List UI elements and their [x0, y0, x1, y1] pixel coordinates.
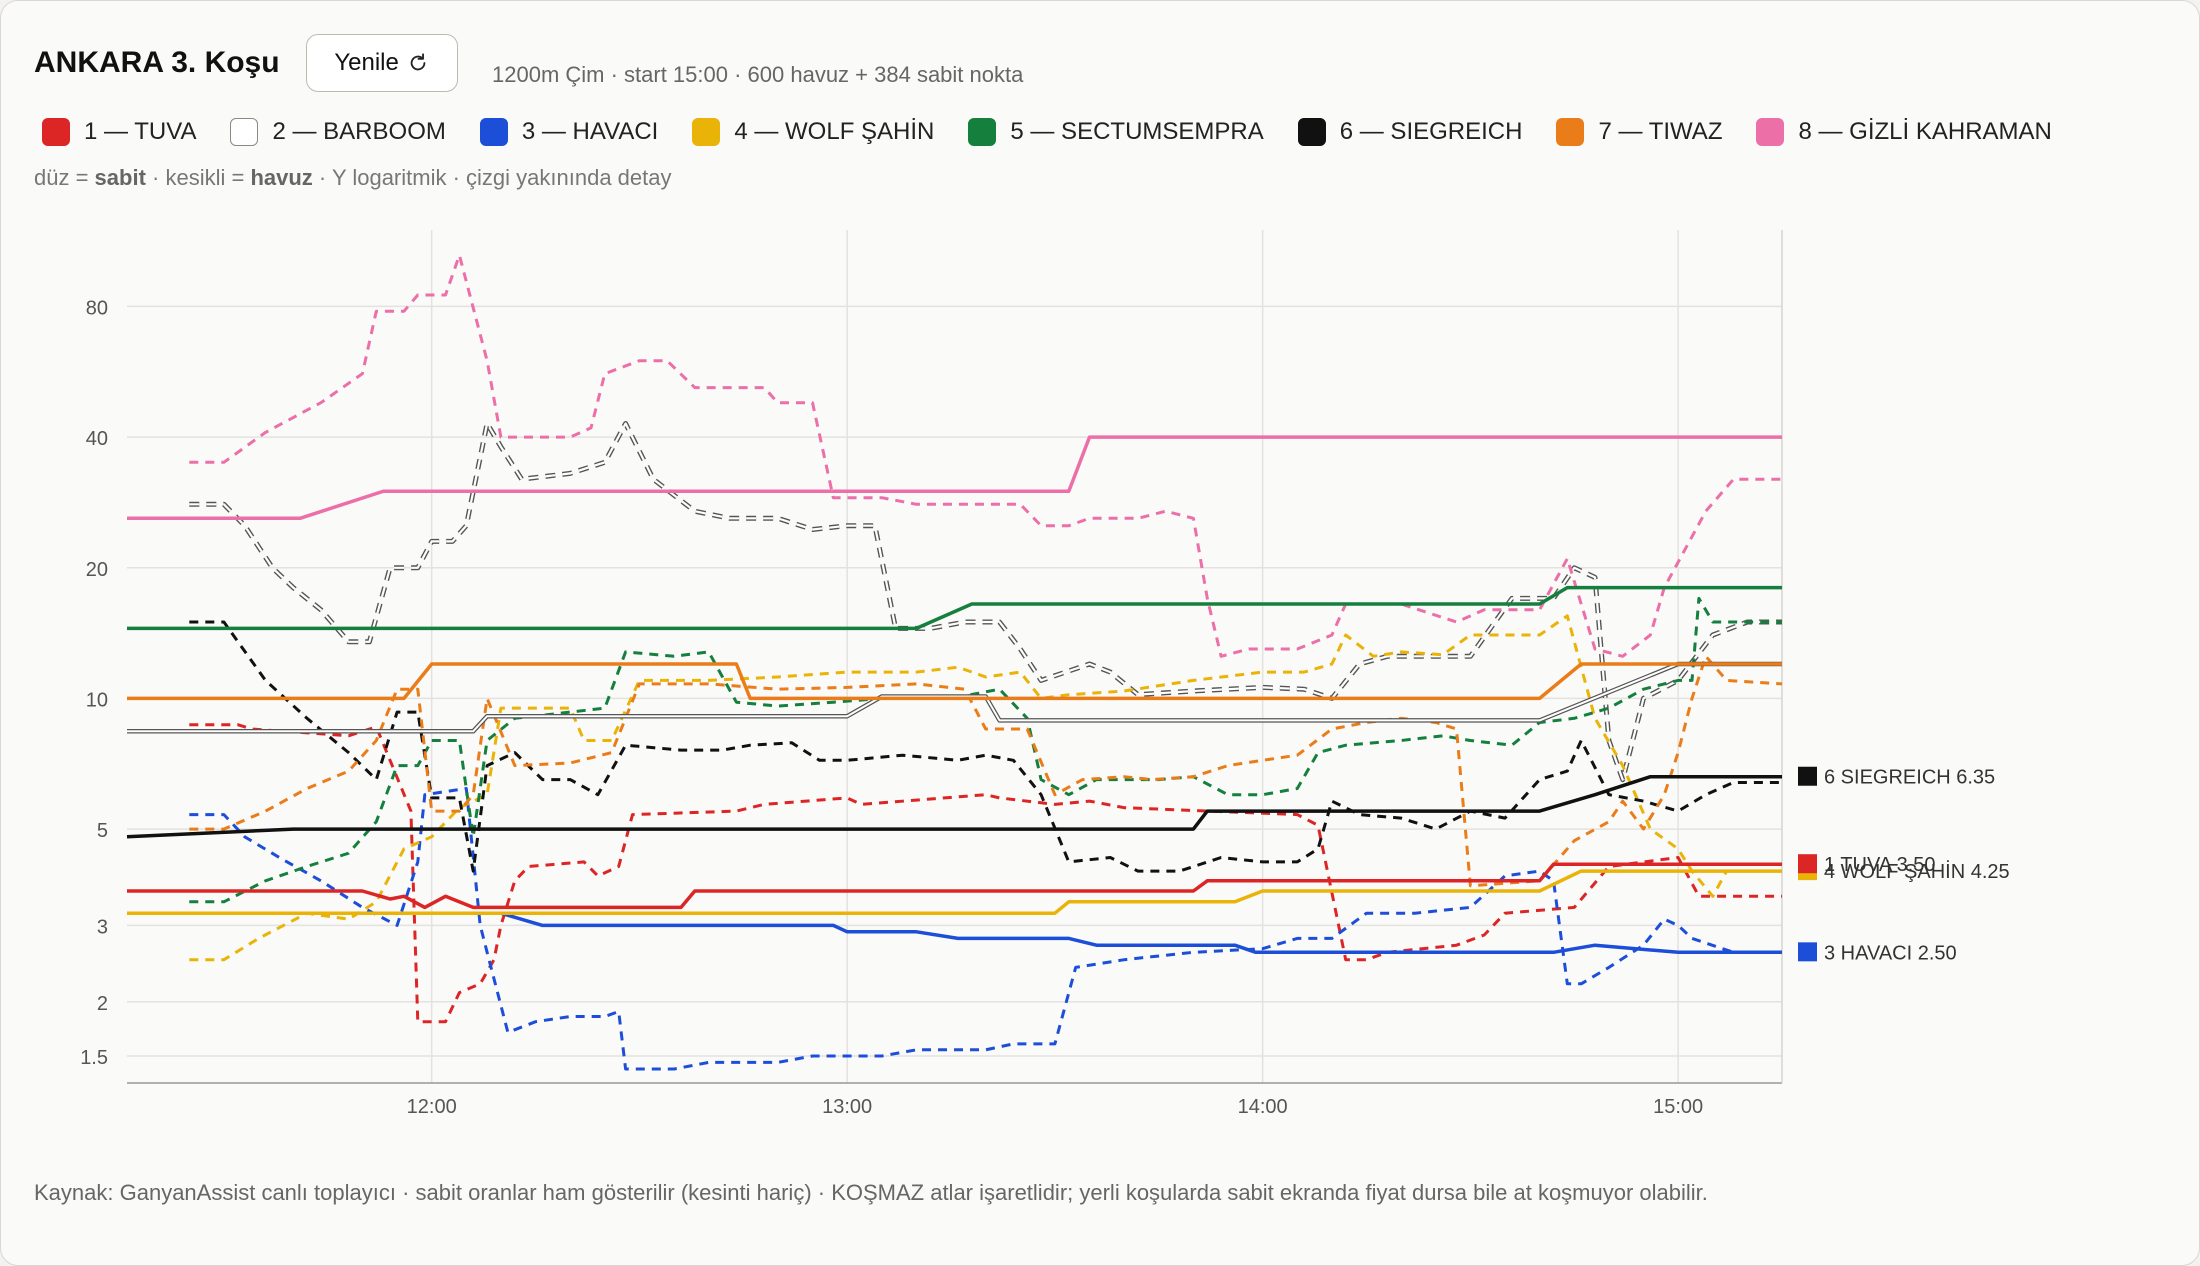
- x-tick-label: 15:00: [1653, 1096, 1703, 1118]
- end-label-swatch: [1798, 942, 1817, 962]
- legend-label: 4 — WOLF ŞAHİN: [734, 118, 935, 145]
- end-label: 6 SIEGREICH 6.35: [1824, 767, 1995, 789]
- series-line-fixed: [127, 869, 1782, 915]
- legend-item[interactable]: 2 — BARBOOM: [230, 118, 446, 146]
- y-tick-label: 3: [97, 916, 108, 938]
- legend-item[interactable]: 1 — TUVA: [42, 118, 196, 146]
- series-line-fixed: [127, 862, 1782, 910]
- legend-swatch: [1556, 118, 1585, 146]
- legend-swatch: [230, 118, 259, 146]
- series-line-pool: [189, 614, 1782, 962]
- y-tick-label: 80: [86, 297, 108, 319]
- y-tick-label: 40: [86, 428, 108, 450]
- series-line-fixed: [127, 435, 1782, 521]
- encoding-note: düz = sabit · kesikli = havuz · Y logari…: [34, 165, 671, 191]
- x-tick-label: 13:00: [822, 1096, 872, 1118]
- series-line-fixed: [127, 585, 1782, 631]
- end-label: 4 WOLF ŞAHİN 4.25: [1824, 860, 2010, 883]
- legend-label: 1 — TUVA: [84, 118, 197, 145]
- series-line-fixed: [127, 663, 1782, 733]
- race-subtitle: 1200m Çim · start 15:00 · 600 havuz + 38…: [492, 62, 1024, 87]
- page-title: ANKARA 3. Koşu: [34, 46, 280, 79]
- series-line-pool: [189, 654, 1783, 888]
- legend-label: 8 — GİZLİ KAHRAMAN: [1798, 118, 2052, 145]
- y-tick-label: 20: [86, 559, 108, 581]
- x-tick-label: 14:00: [1238, 1096, 1288, 1118]
- legend-item[interactable]: 6 — SIEGREICH: [1297, 118, 1523, 146]
- end-label: 3 HAVACI 2.50: [1824, 942, 1957, 964]
- y-tick-label: 1.5: [80, 1047, 108, 1069]
- note-dashed: havuz: [250, 165, 313, 190]
- note-mid: · kesikli =: [145, 165, 251, 190]
- series-line-pool: [189, 787, 1782, 1071]
- legend-item[interactable]: 3 — HAVACI: [479, 118, 659, 146]
- legend-item[interactable]: 5 — SECTUMSEMPRA: [968, 118, 1264, 146]
- series-line-fixed: [126, 774, 1782, 839]
- y-tick-label: 10: [86, 689, 108, 711]
- note-prefix: düz =: [34, 165, 95, 190]
- end-label-swatch: [1798, 766, 1817, 786]
- legend: 1 — TUVA 2 — BARBOOM 3 — HAVACI 4 — WOLF ŞA…: [42, 118, 2086, 146]
- note-suffix: · Y logaritmik · çizgi yakınında detay: [312, 165, 672, 190]
- y-tick-label: 5: [97, 820, 108, 842]
- y-tick-label: 2: [97, 993, 108, 1015]
- legend-swatch: [692, 118, 721, 146]
- legend-item[interactable]: 8 — GİZLİ KAHRAMAN: [1756, 118, 2052, 146]
- series-line-pool: [189, 723, 1782, 1024]
- series-line-fixed: [127, 662, 1782, 701]
- refresh-icon: [410, 53, 426, 71]
- refresh-label: Yenile: [334, 49, 399, 76]
- legend-label: 3 — HAVACI: [521, 118, 659, 145]
- series-line-pool: [189, 596, 1782, 904]
- legend-label: 7 — TIWAZ: [1598, 118, 1723, 145]
- legend-swatch: [968, 118, 997, 146]
- end-label-swatch: [1798, 854, 1817, 874]
- series-line-pool: [189, 253, 1782, 658]
- legend-swatch: [42, 118, 70, 146]
- legend-swatch: [1297, 118, 1326, 146]
- x-tick-label: 12:00: [407, 1096, 457, 1118]
- legend-item[interactable]: 4 — WOLF ŞAHİN: [692, 118, 934, 146]
- legend-label: 6 — SIEGREICH: [1339, 118, 1523, 145]
- note-solid: sabit: [94, 165, 146, 190]
- series-line-fixed: [127, 911, 1782, 955]
- legend-label: 2 — BARBOOM: [272, 118, 446, 145]
- header: ANKARA 3. Koşu Yenile: [34, 34, 458, 92]
- end-label: 1 TUVA 3.50: [1824, 854, 1936, 876]
- source-footer: Kaynak: GanyanAssist canlı toplayıcı · s…: [34, 1180, 1708, 1205]
- refresh-button[interactable]: Yenile: [305, 34, 458, 92]
- legend-item[interactable]: 7 — TIWAZ: [1556, 118, 1722, 146]
- legend-swatch: [479, 118, 508, 146]
- legend-swatch: [1756, 118, 1785, 146]
- legend-label: 5 — SECTUMSEMPRA: [1010, 118, 1264, 145]
